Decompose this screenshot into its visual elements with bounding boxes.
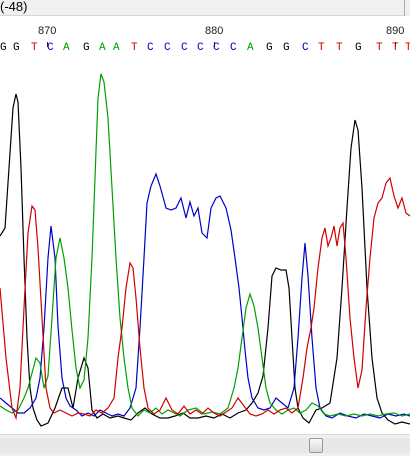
- base-call[interactable]: G: [0, 42, 7, 54]
- base-call[interactable]: C: [230, 42, 237, 54]
- base-call[interactable]: C: [302, 42, 309, 54]
- window-title-bar: (-48): [0, 0, 410, 16]
- base-call[interactable]: A: [63, 42, 70, 54]
- position-ruler: 870 880 890: [0, 16, 410, 47]
- window-title: (-48): [0, 0, 28, 14]
- base-call[interactable]: T: [31, 42, 38, 54]
- scrollbar-thumb[interactable]: [309, 438, 323, 453]
- base-call[interactable]: G: [283, 42, 290, 54]
- chromatogram-svg: [0, 73, 410, 427]
- base-call[interactable]: T: [336, 42, 343, 54]
- base-call[interactable]: C: [213, 42, 220, 54]
- base-call[interactable]: C: [164, 42, 171, 54]
- base-call[interactable]: C: [47, 42, 54, 54]
- base-call[interactable]: G: [83, 42, 90, 54]
- trace-c-blue: [0, 172, 410, 419]
- ruler-label-890: 890: [386, 25, 405, 37]
- base-call[interactable]: G: [266, 42, 273, 54]
- horizontal-scrollbar[interactable]: [0, 434, 410, 456]
- base-call[interactable]: T: [392, 42, 399, 54]
- base-call[interactable]: T: [131, 42, 138, 54]
- pane-divider[interactable]: [404, 0, 410, 16]
- ruler-label-880: 880: [205, 25, 224, 37]
- base-call[interactable]: C: [181, 42, 188, 54]
- base-call[interactable]: A: [99, 42, 106, 54]
- base-call[interactable]: G: [13, 42, 20, 54]
- base-call[interactable]: T: [318, 42, 325, 54]
- chromatogram-trace[interactable]: [0, 58, 410, 434]
- base-call[interactable]: C: [197, 42, 204, 54]
- ruler-tick: [395, 42, 396, 47]
- trace-g-black: [0, 93, 410, 427]
- scrollbar-track[interactable]: [0, 438, 410, 453]
- ruler-label-870: 870: [38, 25, 57, 37]
- base-call[interactable]: T: [405, 42, 410, 54]
- base-call[interactable]: A: [247, 42, 254, 54]
- base-call[interactable]: G: [355, 42, 362, 54]
- trace-t-red: [0, 176, 410, 421]
- base-call[interactable]: C: [147, 42, 154, 54]
- ruler-tick: [47, 42, 48, 47]
- base-call[interactable]: A: [113, 42, 120, 54]
- ruler-tick: [214, 42, 215, 47]
- base-call[interactable]: T: [376, 42, 383, 54]
- trace-a-green: [0, 73, 410, 417]
